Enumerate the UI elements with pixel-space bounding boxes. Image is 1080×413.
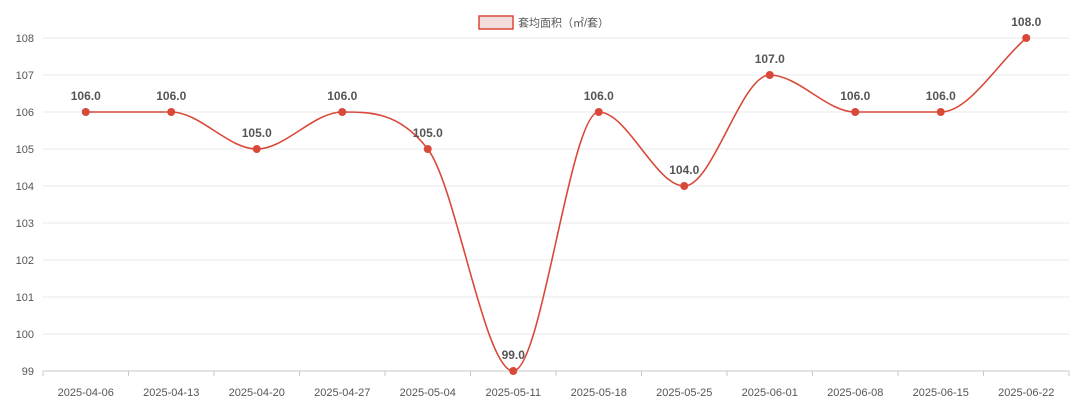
data-label: 105.0 xyxy=(413,126,443,140)
data-point[interactable] xyxy=(765,71,774,79)
legend-swatch[interactable] xyxy=(478,15,514,30)
series-layer xyxy=(81,34,1031,375)
data-label: 108.0 xyxy=(1011,15,1041,29)
data-point[interactable] xyxy=(1022,34,1031,42)
data-label: 106.0 xyxy=(926,89,956,103)
legend-label[interactable]: 套均面积（㎡/套） xyxy=(518,17,609,30)
y-tick-label: 101 xyxy=(16,292,34,304)
data-point[interactable] xyxy=(509,367,518,375)
x-tick-label: 2025-05-25 xyxy=(656,387,712,399)
y-tick-label: 99 xyxy=(22,366,34,378)
x-tick-label: 2025-06-08 xyxy=(827,387,883,399)
y-tick-label: 107 xyxy=(16,70,34,82)
data-point[interactable] xyxy=(851,108,860,116)
x-tick-label: 2025-06-15 xyxy=(913,387,969,399)
x-tick-label: 2025-05-11 xyxy=(486,387,541,399)
y-tick-label: 102 xyxy=(16,255,34,267)
x-tick-label: 2025-04-13 xyxy=(143,387,199,399)
x-tick-label: 2025-04-20 xyxy=(229,387,285,399)
data-label: 105.0 xyxy=(242,126,272,140)
y-tick-label: 106 xyxy=(16,107,34,119)
data-point[interactable] xyxy=(594,108,603,116)
data-label: 106.0 xyxy=(156,89,186,103)
series-line xyxy=(85,37,1027,372)
axes: 99 100 101 102 103 104 105 106 107 108 2025-04-06 2… xyxy=(16,33,1070,399)
data-point[interactable] xyxy=(81,108,90,116)
y-tick-label: 108 xyxy=(16,33,34,45)
y-tick-label: 100 xyxy=(16,329,34,341)
y-tick-label: 105 xyxy=(16,144,34,156)
data-point[interactable] xyxy=(167,108,176,116)
data-labels: 106.0 106.0 105.0 106.0 105.0 99.0 106.0 104.0 1… xyxy=(71,15,1042,362)
x-tick-label: 2025-05-04 xyxy=(400,387,456,399)
y-tick-label: 104 xyxy=(16,181,34,193)
data-label: 106.0 xyxy=(584,89,614,103)
data-label: 106.0 xyxy=(840,89,870,103)
data-label: 106.0 xyxy=(71,89,101,103)
data-point[interactable] xyxy=(423,145,432,153)
legend[interactable]: 套均面积（㎡/套） xyxy=(478,15,609,30)
x-tick-label: 2025-05-18 xyxy=(571,387,627,399)
y-tick-label: 103 xyxy=(16,218,34,230)
data-point[interactable] xyxy=(252,145,261,153)
data-point[interactable] xyxy=(936,108,945,116)
x-tick-label: 2025-04-06 xyxy=(58,387,114,399)
grid-lines xyxy=(43,37,1069,335)
data-point[interactable] xyxy=(680,182,689,190)
x-tick-label: 2025-04-27 xyxy=(314,387,370,399)
data-label: 104.0 xyxy=(669,163,699,177)
data-label: 99.0 xyxy=(502,348,526,362)
data-point[interactable] xyxy=(338,108,347,116)
data-label: 107.0 xyxy=(755,52,785,66)
data-label: 106.0 xyxy=(327,89,357,103)
x-tick-label: 2025-06-22 xyxy=(998,387,1054,399)
x-tick-label: 2025-06-01 xyxy=(742,387,798,399)
